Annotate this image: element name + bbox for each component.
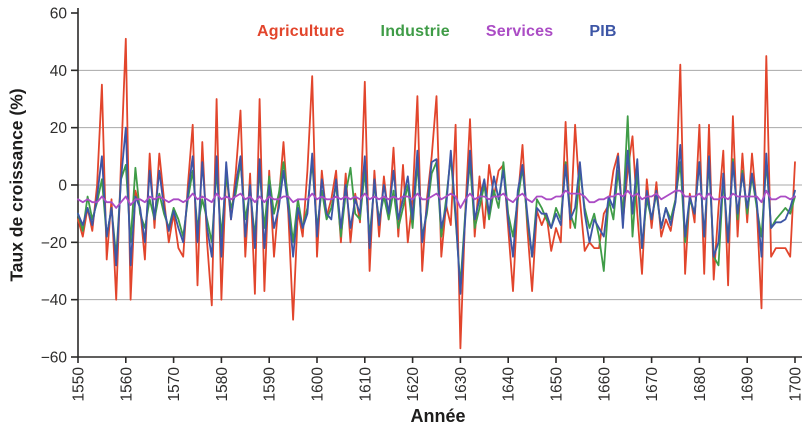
y-tick-label: −40 — [41, 292, 68, 309]
x-tick-label: 1660 — [596, 367, 613, 402]
x-tick-label: 1570 — [166, 367, 183, 402]
y-tick-label: −20 — [41, 235, 68, 252]
legend-item-agriculture: Agriculture — [257, 23, 345, 40]
y-tick-label: 20 — [50, 120, 68, 137]
x-axis-label: Année — [410, 406, 466, 426]
x-tick-label: 1670 — [644, 367, 661, 402]
x-tick-label: 1690 — [740, 367, 757, 402]
legend-item-pib: PIB — [589, 23, 617, 40]
x-tick-label: 1620 — [405, 367, 422, 402]
x-tick-label: 1680 — [692, 367, 709, 402]
x-tick-label: 1640 — [501, 367, 518, 402]
x-tick-label: 1550 — [71, 367, 88, 402]
y-tick-label: 0 — [58, 178, 67, 195]
legend-item-services: Services — [485, 23, 554, 40]
y-tick-label: 60 — [50, 6, 68, 23]
x-tick-label: 1600 — [310, 367, 327, 402]
x-tick-label: 1560 — [118, 367, 135, 402]
series-line-pib — [77, 126, 796, 295]
y-tick-label: −60 — [41, 350, 68, 367]
x-tick-label: 1700 — [788, 367, 805, 402]
x-tick-label: 1650 — [549, 367, 566, 402]
x-tick-label: 1610 — [357, 367, 374, 402]
x-tick-label: 1630 — [453, 367, 470, 402]
series-line-services — [77, 189, 796, 209]
y-tick-label: 40 — [50, 63, 68, 80]
x-tick-label: 1590 — [262, 367, 279, 402]
legend-item-industrie: Industrie — [380, 23, 450, 40]
x-tick-label: 1580 — [214, 367, 231, 402]
y-axis-label: Taux de croissance (%) — [6, 88, 27, 282]
legend: Agriculture Industrie Services PIB — [257, 23, 617, 41]
